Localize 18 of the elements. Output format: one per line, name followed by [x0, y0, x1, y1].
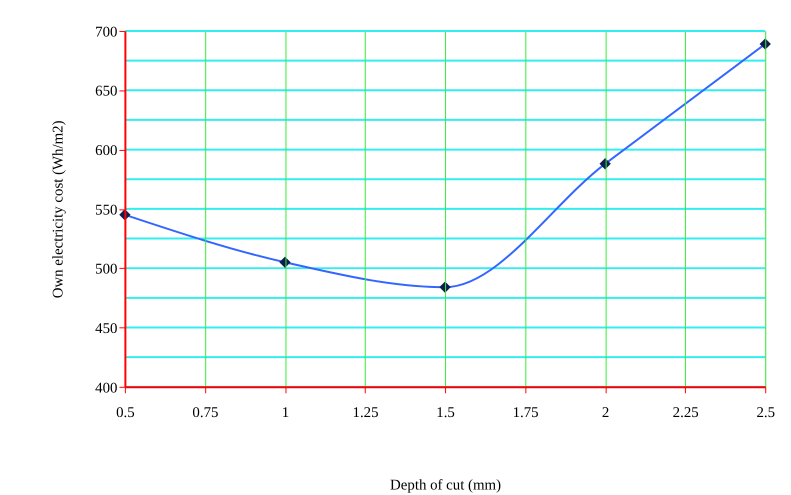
- x-axis-title: Depth of cut (mm): [390, 477, 502, 494]
- y-tick-label: 600: [95, 143, 118, 160]
- x-tick-label: 0.5: [116, 405, 135, 422]
- x-tick-label: 1.5: [436, 405, 455, 422]
- x-tick-label: 1.25: [352, 405, 379, 422]
- x-tick-label: 0.75: [192, 405, 218, 422]
- y-tick-label: 550: [95, 202, 118, 218]
- y-tick-label: 700: [95, 24, 118, 40]
- y-tick-label: 450: [95, 320, 118, 337]
- y-tick-label: 650: [95, 84, 118, 100]
- y-axis-title: Own electricity cost (Wh/m2): [50, 120, 66, 298]
- x-tick-label: 2.5: [756, 405, 776, 422]
- x-tick-label: 2.25: [672, 405, 699, 422]
- y-tick-label: 400: [95, 380, 118, 396]
- x-tick-label: 1.75: [512, 405, 539, 422]
- y-tick-label: 500: [95, 262, 118, 278]
- x-tick-label: 2: [602, 405, 610, 422]
- x-tick-label: 1: [282, 405, 290, 422]
